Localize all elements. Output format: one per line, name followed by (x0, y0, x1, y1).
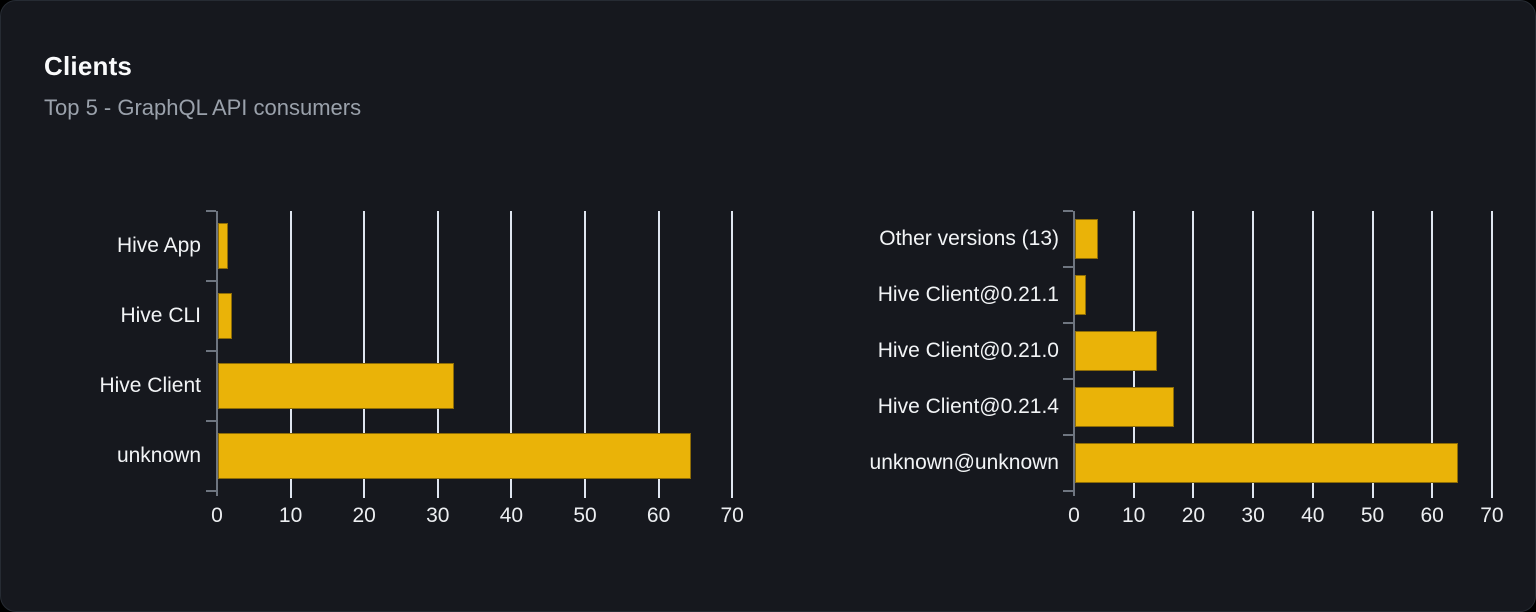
bar-hive-client-0-21-0[interactable] (1075, 331, 1158, 371)
gridline-x-20 (363, 211, 366, 498)
gridline-x-70 (1490, 211, 1493, 498)
bar-unknown-unknown[interactable] (1075, 443, 1458, 483)
bar-hive-cli[interactable] (218, 293, 232, 339)
x-tick-label-40: 40 (1301, 504, 1325, 527)
gridline-x-60 (1431, 211, 1434, 498)
x-tick-label-50: 50 (573, 504, 597, 527)
x-tick-label-20: 20 (1181, 504, 1206, 527)
y-axis-tick (206, 350, 216, 352)
card-title: Clients (44, 51, 133, 81)
category-label-hive-app: Hive App (116, 234, 201, 257)
x-tick-label-60: 60 (1420, 504, 1444, 527)
y-axis-line (1073, 211, 1075, 496)
gridline-x-40 (1311, 211, 1314, 498)
category-label-unknown: unknown (116, 444, 201, 467)
x-tick-label-30: 30 (1241, 504, 1265, 527)
gridline-x-50 (584, 211, 586, 498)
x-tick-label-60: 60 (646, 504, 671, 527)
gridline-x-50 (1371, 211, 1374, 498)
category-label-other-versions-13: Other versions (13) (879, 227, 1059, 250)
gridline-x-70 (731, 211, 734, 498)
gridline-x-10 (289, 211, 292, 498)
x-tick-label-70: 70 (720, 504, 744, 527)
y-axis-tick (206, 280, 216, 282)
category-label-unknown-unknown: unknown@unknown (869, 451, 1059, 474)
bar-hive-app[interactable] (218, 223, 228, 269)
y-axis-line (216, 211, 218, 496)
y-axis-tick (1063, 266, 1073, 268)
bar-other-versions-13[interactable] (1075, 219, 1099, 259)
category-label-hive-client-0-21-1: Hive Client@0.21.1 (877, 283, 1059, 306)
gridline-x-20 (1192, 211, 1195, 498)
x-tick-label-10: 10 (278, 504, 303, 527)
y-axis-tick (1063, 378, 1073, 380)
y-axis-tick (1063, 434, 1073, 436)
gridline-x-30 (436, 211, 439, 498)
gridline-x-40 (510, 211, 513, 498)
x-tick-label-50: 50 (1360, 504, 1385, 527)
bar-hive-client[interactable] (218, 363, 454, 409)
x-tick-label-30: 30 (426, 504, 450, 527)
x-tick-label-70: 70 (1480, 504, 1504, 527)
x-tick-label-0: 0 (1068, 504, 1080, 527)
category-label-hive-cli: Hive CLI (120, 304, 201, 327)
y-axis-tick (1063, 490, 1073, 492)
x-tick-label-20: 20 (352, 504, 376, 527)
gridline-x-30 (1252, 211, 1255, 498)
x-tick-label-10: 10 (1122, 504, 1146, 527)
card-subtitle: Top 5 - GraphQL API consumers (44, 95, 362, 120)
x-tick-label-0: 0 (211, 504, 223, 527)
x-tick-label-40: 40 (499, 504, 524, 527)
category-label-hive-client: Hive Client (99, 374, 201, 397)
y-axis-tick (206, 420, 216, 422)
y-axis-tick (206, 210, 216, 212)
y-axis-tick (1063, 322, 1073, 324)
y-axis-tick (1063, 210, 1073, 212)
category-label-hive-client-0-21-0: Hive Client@0.21.0 (877, 339, 1059, 362)
y-axis-tick (206, 490, 216, 492)
bar-hive-client-0-21-1[interactable] (1075, 275, 1086, 315)
bar-unknown[interactable] (218, 433, 691, 479)
category-label-hive-client-0-21-4: Hive Client@0.21.4 (877, 395, 1059, 418)
bar-hive-client-0-21-4[interactable] (1075, 387, 1175, 427)
gridline-x-60 (657, 211, 660, 498)
